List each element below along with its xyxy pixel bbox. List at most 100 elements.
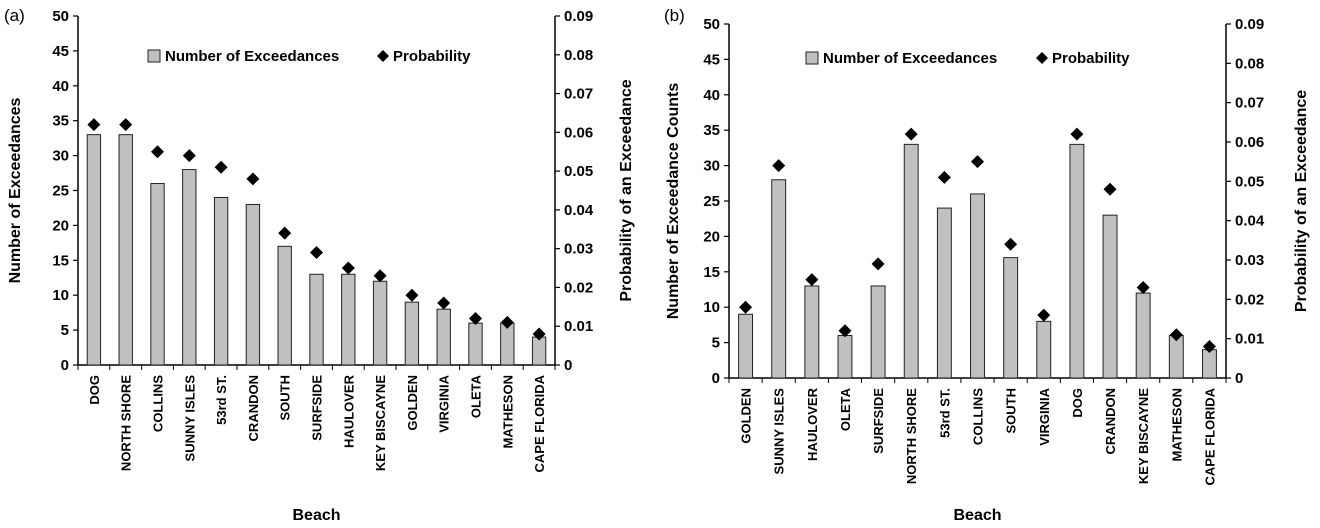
y-tick-label: 15 (52, 252, 69, 269)
probability-marker (805, 273, 819, 287)
probability-marker (1136, 281, 1150, 295)
category-label: CRANDON (1103, 388, 1118, 454)
chart-b-svg: 0 5 10 15 20 25 30 35 40 45 50 0 0.01 0.02 0.03 0.04 0.0… (665, 16, 1310, 524)
y-tick-label: 40 (703, 87, 720, 104)
legend-label: Number of Exceedances (165, 48, 339, 65)
y-tick-label: 30 (703, 158, 720, 175)
y-tick-label: 30 (52, 148, 69, 165)
bar (1069, 143, 1085, 379)
y-tick-label: 20 (52, 217, 69, 234)
category-label: KEY BISCAYNE (373, 375, 388, 471)
y2-tick-label: 0.03 (564, 241, 593, 258)
y-tick-label: 20 (703, 228, 720, 245)
category-label: OLETA (469, 374, 484, 418)
y2-tick-label: 0.02 (564, 279, 593, 296)
y-tick-label: 35 (703, 122, 720, 139)
probability-marker (1070, 127, 1084, 141)
legend-label: Probability (393, 48, 471, 65)
category-label: KEY BISCAYNE (1136, 388, 1151, 484)
category-label: NORTH SHORE (119, 375, 134, 471)
bar (771, 179, 787, 379)
y-tick-label: 5 (712, 335, 720, 352)
bar (970, 193, 985, 379)
y2-tick-label: 0.05 (564, 163, 593, 180)
y-tick-label: 10 (703, 299, 720, 316)
bar (182, 169, 197, 366)
probability-marker (246, 172, 260, 186)
y-tick-label: 0 (712, 370, 720, 387)
y2-tick-label: 0.08 (564, 47, 593, 64)
category-label: NORTH SHORE (904, 388, 919, 484)
bar (1135, 292, 1151, 379)
y-tick-label: 35 (52, 113, 69, 130)
category-label: SURFSIDE (871, 388, 886, 454)
bar (804, 285, 820, 379)
category-label: SURFSIDE (310, 375, 325, 441)
bar (468, 322, 483, 366)
y2-tick-label: 0.07 (1235, 95, 1264, 112)
panel-label: (a) (4, 6, 25, 25)
probability-marker (405, 288, 419, 302)
y2-tick-label: 0.04 (1235, 213, 1265, 230)
probability-marker (1037, 308, 1051, 322)
category-label: 53rd ST. (937, 388, 952, 438)
y-tick-label: 10 (52, 287, 69, 304)
probability-marker (739, 300, 753, 314)
chart-panel-a: (a) 0 5 10 15 20 25 30 35 40 45 50 0 0.01 0.02 0.03 0.0… (0, 0, 655, 528)
category-label: GOLDEN (739, 388, 754, 444)
bar (277, 245, 292, 366)
y-tick-label: 25 (52, 183, 69, 200)
bar (213, 196, 229, 366)
bar (500, 322, 515, 366)
category-label: HAULOVER (341, 374, 356, 448)
probability-marker (871, 257, 885, 271)
probability-marker (87, 118, 101, 132)
probability-marker (182, 149, 196, 163)
category-label: HAULOVER (805, 387, 820, 461)
y2-tick-label: 0.07 (564, 86, 593, 103)
bar (86, 134, 102, 366)
legend-bar-swatch (147, 49, 161, 63)
chart-a-svg: 0 5 10 15 20 25 30 35 40 45 50 0 0.01 0.02 0.03 0.04 0.0… (7, 8, 635, 524)
y-tick-label: 45 (703, 51, 720, 68)
y2-tick-label: 0.04 (564, 202, 594, 219)
bar (1036, 320, 1052, 379)
category-label: SUNNY ISLES (772, 388, 787, 475)
y-tick-label: 50 (52, 8, 69, 25)
bar (531, 336, 547, 366)
probability-marker (838, 324, 852, 338)
y2-tick-label: 0.09 (564, 8, 593, 25)
category-label: DOG (1070, 388, 1085, 418)
bar (404, 301, 420, 366)
y2-tick-label: 0.08 (1235, 55, 1264, 72)
y2-tick-label: 0.02 (1235, 291, 1264, 308)
y-tick-label: 25 (703, 193, 720, 210)
probability-marker (214, 160, 228, 174)
y2-tick-label: 0.06 (1235, 134, 1264, 151)
bar (118, 134, 133, 366)
y2-axis-title: Probability of an Exceedance (618, 79, 635, 301)
y2-tick-label: 0.03 (1235, 252, 1264, 269)
category-label: SUNNY ISLES (182, 375, 197, 462)
category-label: MATHESON (500, 375, 515, 448)
probability-marker (1103, 182, 1117, 196)
y2-tick-label: 0.05 (1235, 173, 1264, 190)
bar (903, 143, 919, 379)
bar (870, 285, 886, 379)
y-tick-label: 5 (61, 322, 69, 339)
y2-tick-label: 0.01 (1235, 331, 1264, 348)
probability-marker (151, 145, 164, 159)
legend-label: Number of Exceedances (823, 50, 997, 67)
category-label: 53rd ST. (214, 375, 229, 425)
category-label: VIRGINIA (437, 374, 452, 432)
category-label: DOG (87, 375, 102, 405)
bar (150, 183, 165, 366)
probability-marker (341, 261, 355, 275)
y2-tick-label: 0 (1235, 370, 1243, 387)
category-label: CRANDON (246, 375, 261, 441)
bar (1201, 349, 1217, 379)
category-label: SOUTH (1004, 388, 1019, 434)
y-tick-label: 0 (61, 357, 69, 374)
probability-marker (937, 170, 951, 184)
bar (372, 280, 388, 366)
